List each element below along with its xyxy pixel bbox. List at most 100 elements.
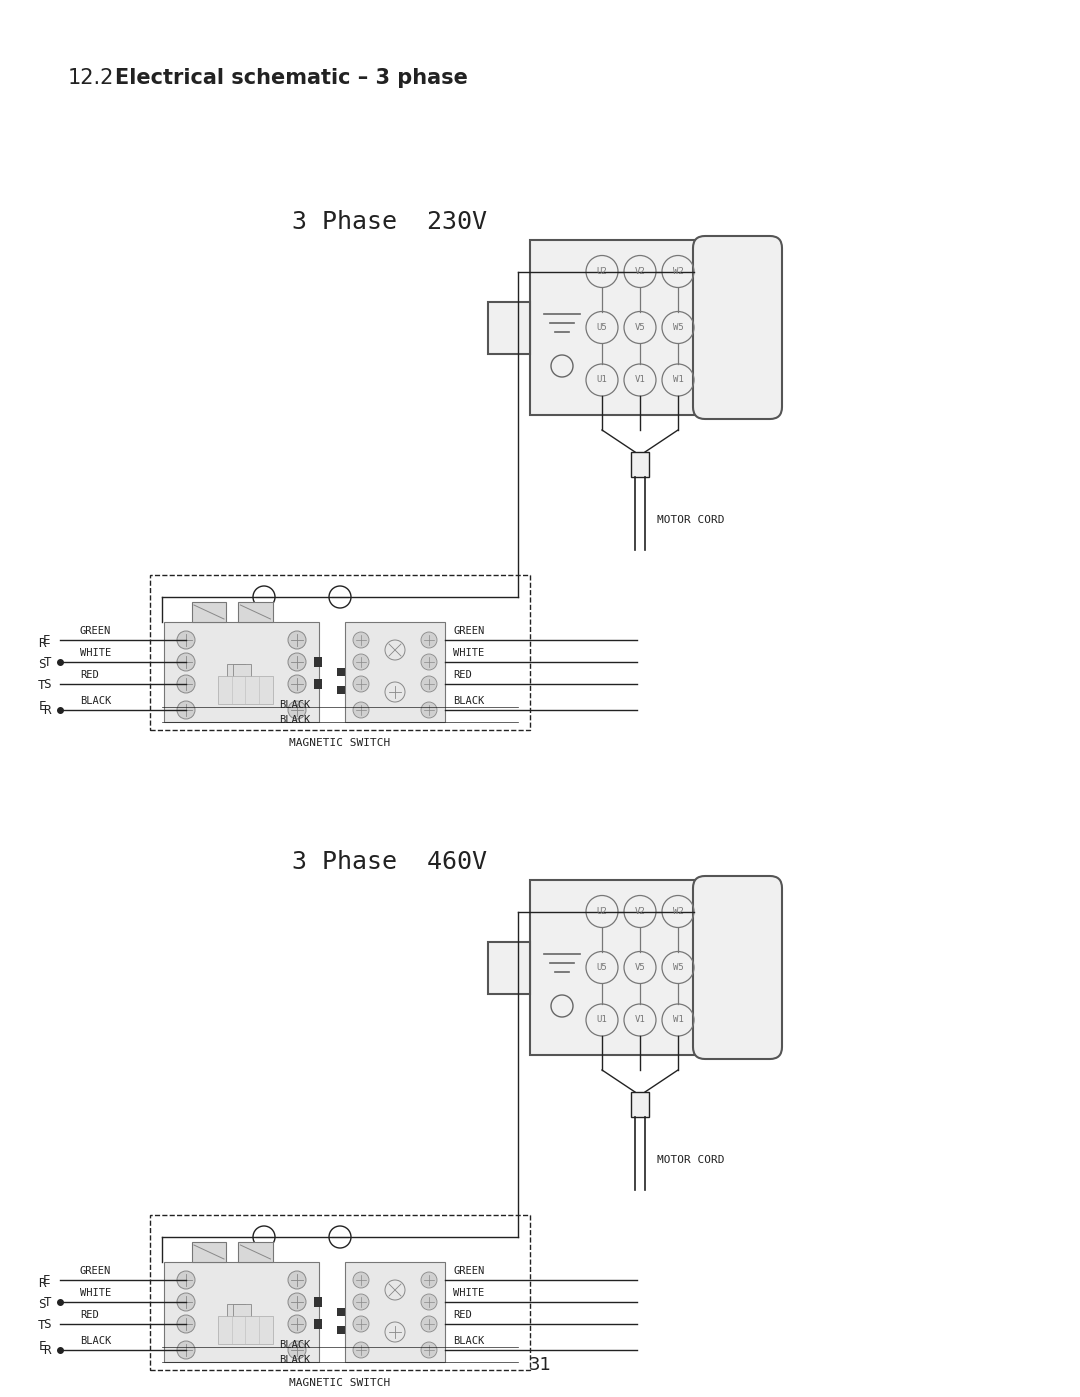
Circle shape bbox=[288, 1341, 306, 1359]
Text: BLACK: BLACK bbox=[453, 696, 484, 705]
Bar bbox=[150, 1215, 530, 1370]
Text: RED: RED bbox=[453, 671, 472, 680]
Bar bbox=[314, 679, 322, 689]
Text: E: E bbox=[43, 1274, 51, 1287]
Text: BLACK: BLACK bbox=[279, 715, 310, 725]
Text: W5: W5 bbox=[673, 323, 684, 332]
Bar bbox=[227, 1303, 244, 1320]
Text: V2: V2 bbox=[635, 907, 646, 916]
Text: Electrical schematic – 3 phase: Electrical schematic – 3 phase bbox=[114, 68, 468, 88]
Bar bbox=[631, 1092, 649, 1118]
Text: R
S
T
E: R S T E bbox=[38, 1277, 45, 1354]
Text: BLACK: BLACK bbox=[453, 1336, 484, 1345]
Text: U2: U2 bbox=[596, 267, 607, 277]
Bar bbox=[337, 1308, 345, 1316]
Text: R: R bbox=[43, 704, 51, 717]
Bar bbox=[164, 622, 319, 722]
Text: V1: V1 bbox=[635, 376, 646, 384]
Circle shape bbox=[288, 675, 306, 693]
Circle shape bbox=[288, 701, 306, 719]
Text: E: E bbox=[43, 633, 51, 647]
Circle shape bbox=[177, 631, 195, 650]
Bar bbox=[218, 676, 272, 704]
Text: S: S bbox=[43, 1317, 51, 1330]
Bar bbox=[150, 576, 530, 731]
Text: GREEN: GREEN bbox=[80, 626, 111, 636]
Text: GREEN: GREEN bbox=[453, 626, 484, 636]
Bar bbox=[232, 664, 251, 680]
Text: GREEN: GREEN bbox=[453, 1266, 484, 1275]
Circle shape bbox=[288, 1271, 306, 1289]
Circle shape bbox=[288, 1294, 306, 1310]
Circle shape bbox=[288, 631, 306, 650]
Bar bbox=[530, 880, 705, 1055]
Circle shape bbox=[177, 1271, 195, 1289]
Text: V2: V2 bbox=[635, 267, 646, 277]
Text: W2: W2 bbox=[673, 907, 684, 916]
Text: WHITE: WHITE bbox=[453, 1288, 484, 1298]
Text: MAGNETIC SWITCH: MAGNETIC SWITCH bbox=[289, 738, 391, 747]
Text: W5: W5 bbox=[673, 963, 684, 972]
Text: 31: 31 bbox=[528, 1356, 552, 1375]
Circle shape bbox=[353, 631, 369, 648]
FancyBboxPatch shape bbox=[693, 236, 782, 419]
Bar bbox=[314, 657, 322, 666]
Bar bbox=[232, 1303, 251, 1320]
Text: WHITE: WHITE bbox=[453, 648, 484, 658]
Circle shape bbox=[421, 1343, 437, 1358]
Text: W1: W1 bbox=[673, 1016, 684, 1024]
Bar bbox=[488, 302, 530, 353]
Bar bbox=[337, 1326, 345, 1334]
Circle shape bbox=[353, 1273, 369, 1288]
Text: RED: RED bbox=[453, 1310, 472, 1320]
Bar bbox=[192, 1242, 226, 1261]
Bar bbox=[314, 1296, 322, 1308]
Text: U1: U1 bbox=[596, 376, 607, 384]
Bar bbox=[314, 1319, 322, 1329]
Text: R: R bbox=[43, 1344, 51, 1356]
Bar bbox=[488, 942, 530, 993]
Text: V5: V5 bbox=[635, 963, 646, 972]
FancyBboxPatch shape bbox=[693, 876, 782, 1059]
Bar bbox=[192, 602, 226, 622]
Circle shape bbox=[288, 652, 306, 671]
Text: BLACK: BLACK bbox=[279, 1355, 310, 1365]
Text: U5: U5 bbox=[596, 323, 607, 332]
Bar bbox=[239, 1242, 272, 1261]
Circle shape bbox=[421, 1294, 437, 1310]
Text: T: T bbox=[43, 1295, 51, 1309]
Circle shape bbox=[353, 654, 369, 671]
Text: 3 Phase  460V: 3 Phase 460V bbox=[293, 849, 487, 875]
Circle shape bbox=[177, 1294, 195, 1310]
Text: 3 Phase  230V: 3 Phase 230V bbox=[293, 210, 487, 235]
Bar bbox=[164, 1261, 319, 1362]
Circle shape bbox=[353, 676, 369, 692]
Text: RED: RED bbox=[80, 671, 98, 680]
Circle shape bbox=[177, 1315, 195, 1333]
Text: MAGNETIC SWITCH: MAGNETIC SWITCH bbox=[289, 1377, 391, 1389]
Circle shape bbox=[421, 1316, 437, 1331]
Bar bbox=[227, 664, 244, 680]
Circle shape bbox=[288, 1315, 306, 1333]
Text: MOTOR CORD: MOTOR CORD bbox=[657, 515, 725, 525]
Bar bbox=[239, 602, 272, 622]
Circle shape bbox=[421, 676, 437, 692]
Text: WHITE: WHITE bbox=[80, 648, 111, 658]
Bar bbox=[337, 686, 345, 694]
Text: GREEN: GREEN bbox=[80, 1266, 111, 1275]
Circle shape bbox=[421, 631, 437, 648]
Text: U5: U5 bbox=[596, 963, 607, 972]
Circle shape bbox=[177, 675, 195, 693]
Circle shape bbox=[177, 1341, 195, 1359]
Text: 12.2: 12.2 bbox=[68, 68, 114, 88]
Text: S: S bbox=[43, 678, 51, 690]
Circle shape bbox=[421, 703, 437, 718]
Bar bbox=[345, 622, 445, 722]
Circle shape bbox=[353, 1294, 369, 1310]
Bar bbox=[345, 1261, 445, 1362]
Circle shape bbox=[353, 1343, 369, 1358]
Text: W2: W2 bbox=[673, 267, 684, 277]
Text: W1: W1 bbox=[673, 376, 684, 384]
Text: MOTOR CORD: MOTOR CORD bbox=[657, 1155, 725, 1165]
Bar bbox=[631, 453, 649, 476]
